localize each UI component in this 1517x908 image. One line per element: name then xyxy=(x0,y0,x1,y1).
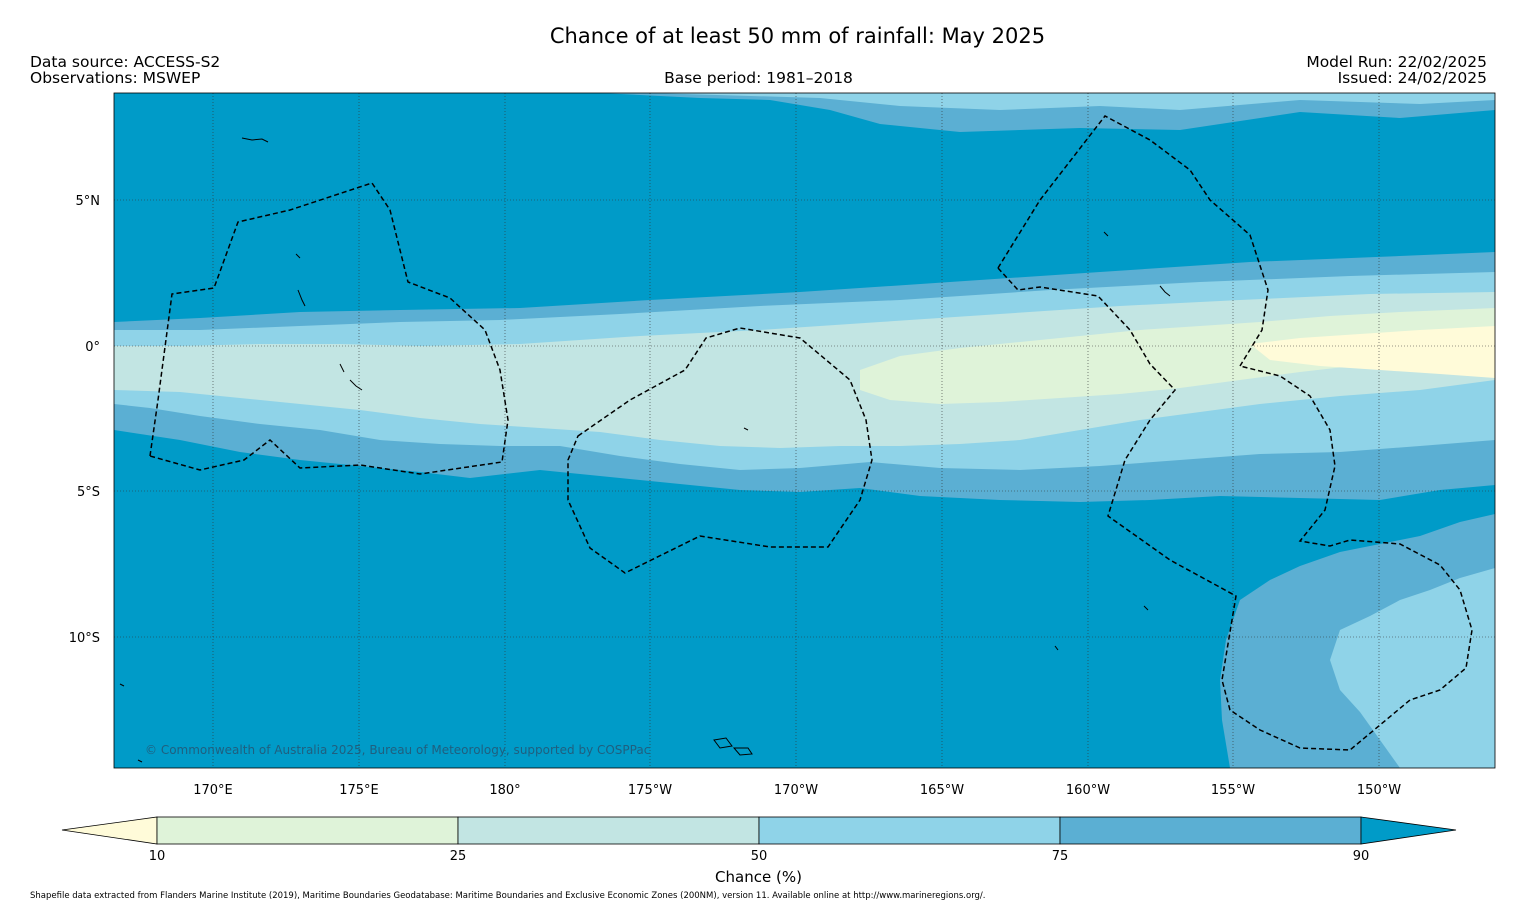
colorbar-tick-label: 90 xyxy=(1353,849,1370,864)
colorbar-tick-label: 75 xyxy=(1052,849,1069,864)
eez-kiribati-phoenix xyxy=(567,327,873,574)
lon-tick-label: 150°W xyxy=(1357,783,1401,798)
band-75-90-north xyxy=(600,93,1495,132)
band-50-75-north xyxy=(650,93,1495,110)
colorbar-segment-25-50 xyxy=(457,816,760,845)
latitude-ticks: 5°N 0° 5°S 10°S xyxy=(69,194,100,646)
lat-tick-label: 5°N xyxy=(76,194,101,209)
shapefile-attribution: Shapefile data extracted from Flanders M… xyxy=(30,891,986,901)
colorbar xyxy=(61,816,1457,845)
copyright-notice: © Commonwealth of Australia 2025, Bureau… xyxy=(145,743,650,757)
issued-label: Issued: 24/02/2025 xyxy=(1337,69,1487,87)
map-title: Chance of at least 50 mm of rainfall: Ma… xyxy=(549,24,1046,48)
colorbar-tick-label: 10 xyxy=(149,849,166,864)
band-10-25-itcz xyxy=(860,308,1495,404)
colorbar-segment-below-10 xyxy=(61,816,158,845)
eez-kiribati-line-north xyxy=(997,115,1269,367)
colorbar-ticks: 10 25 50 75 90 xyxy=(149,849,1370,864)
lon-tick-label: 175°E xyxy=(339,783,379,798)
lon-tick-label: 180° xyxy=(489,783,520,798)
lon-tick-label: 165°W xyxy=(920,783,964,798)
lon-tick-label: 175°W xyxy=(628,783,672,798)
colorbar-tick-label: 50 xyxy=(751,849,768,864)
colorbar-segment-10-25 xyxy=(156,816,459,845)
band-50-75-southeast xyxy=(1330,568,1495,768)
gridlines xyxy=(114,93,1495,768)
base-period-label: Base period: 1981–2018 xyxy=(664,69,853,87)
lon-tick-label: 170°W xyxy=(774,783,818,798)
colorbar-label: Chance (%) xyxy=(715,868,802,886)
lon-tick-label: 160°W xyxy=(1066,783,1110,798)
rainfall-probability-field xyxy=(114,93,1495,768)
colorbar-segment-above-90 xyxy=(1360,816,1457,845)
observations-label: Observations: MSWEP xyxy=(30,69,201,87)
lat-tick-label: 5°S xyxy=(77,485,100,500)
data-source-label: Data source: ACCESS-S2 xyxy=(30,53,221,71)
lon-tick-label: 155°W xyxy=(1211,783,1255,798)
band-below-10 xyxy=(1250,326,1495,378)
eez-boundaries xyxy=(149,115,1473,751)
longitude-ticks: 170°E 175°E 180° 175°W 170°W 165°W 160°W… xyxy=(193,783,1401,798)
colorbar-segment-75-90 xyxy=(1059,816,1362,845)
colorbar-tick-label: 25 xyxy=(450,849,467,864)
map-frame xyxy=(113,92,1496,769)
lon-tick-label: 170°E xyxy=(193,783,233,798)
islands xyxy=(119,137,1171,763)
model-run-label: Model Run: 22/02/2025 xyxy=(1306,53,1487,71)
colorbar-segment-50-75 xyxy=(758,816,1061,845)
lat-tick-label: 0° xyxy=(85,340,100,355)
lat-tick-label: 10°S xyxy=(69,631,100,646)
eez-kiribati-line-south xyxy=(997,267,1473,751)
